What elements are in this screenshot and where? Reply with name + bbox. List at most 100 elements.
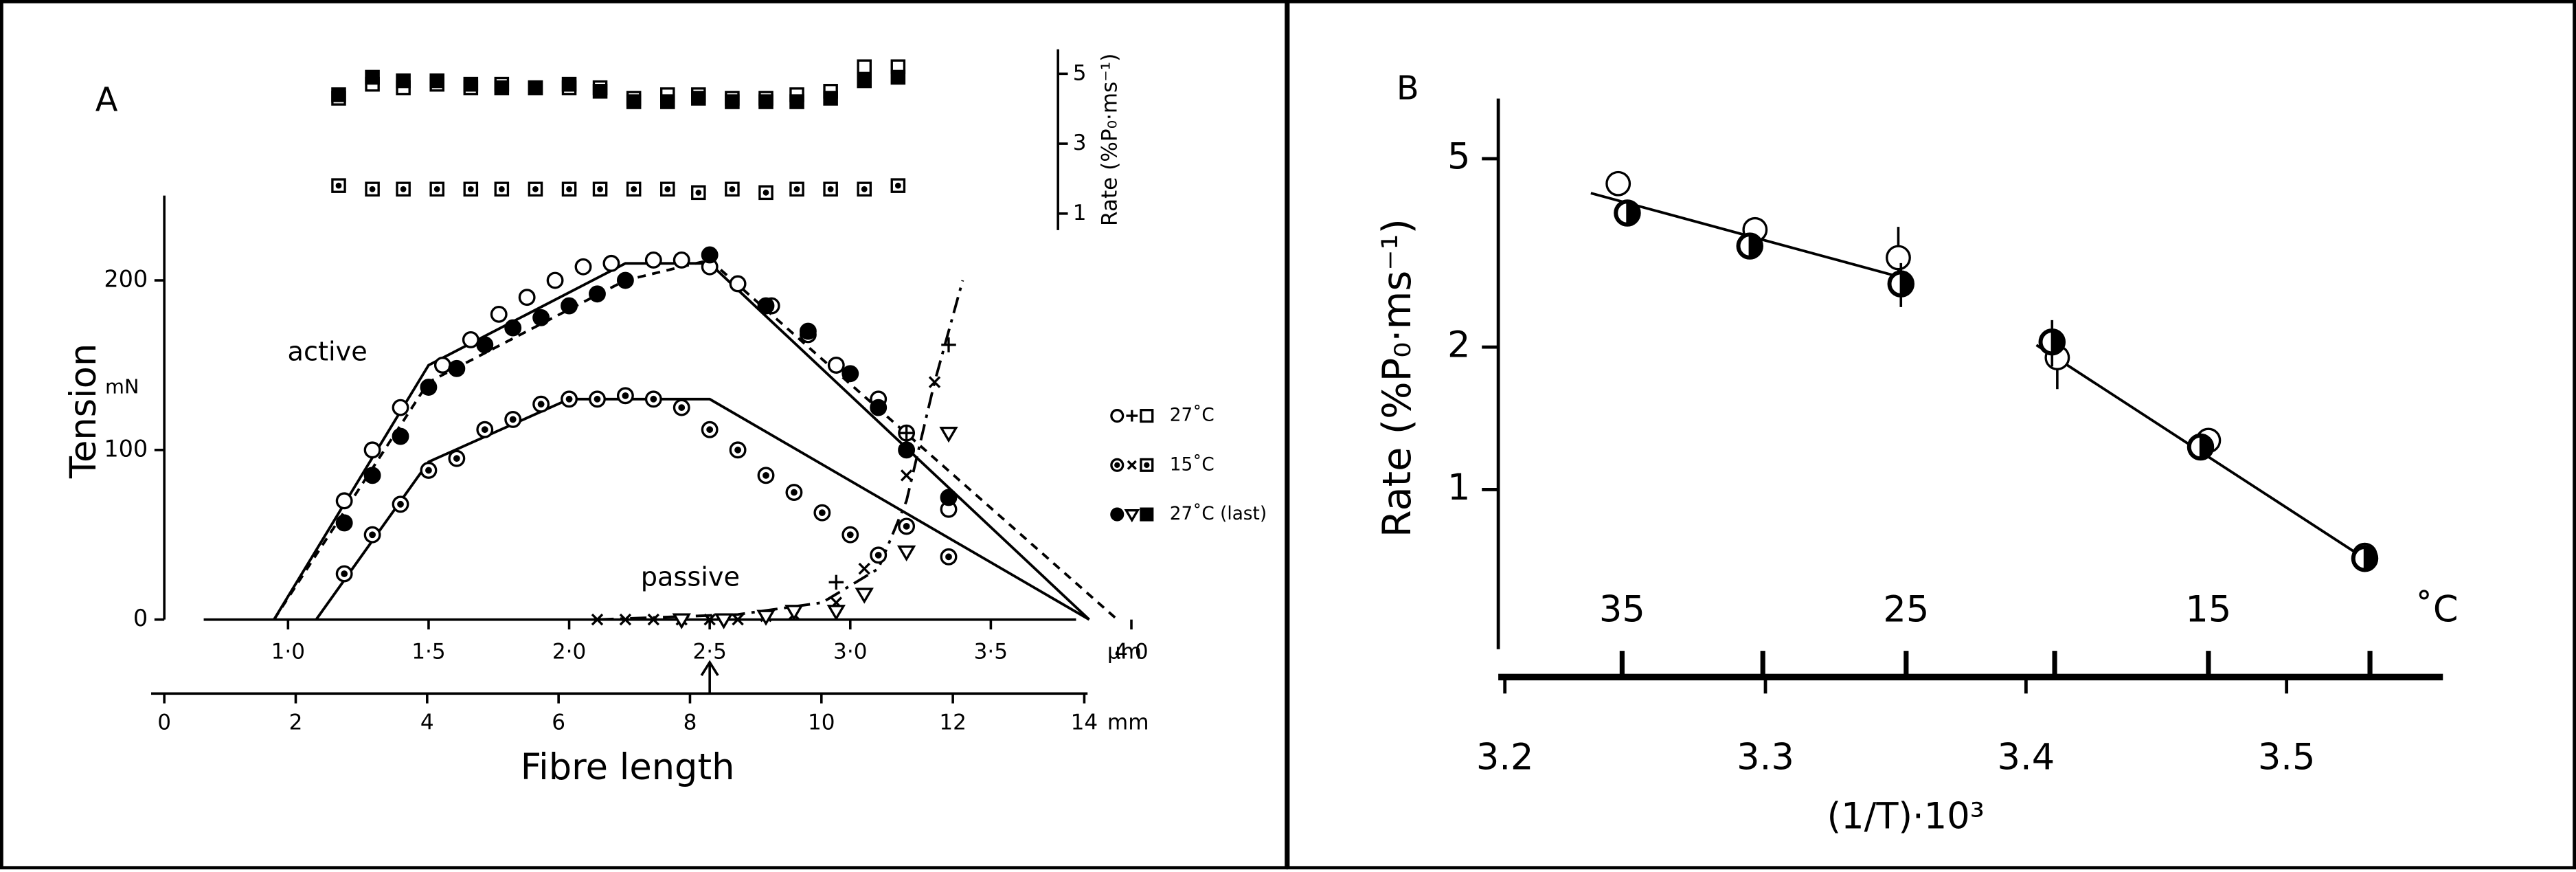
marker-part: [784, 605, 804, 621]
marker: [561, 76, 577, 92]
marker: [1887, 270, 1915, 298]
marker: [504, 410, 522, 428]
x2-tick-label: 15: [2185, 588, 2231, 630]
marker-part: [335, 492, 353, 510]
marker-part: [433, 186, 440, 192]
marker: [691, 91, 706, 106]
marker-part: [365, 69, 380, 85]
marker-part: [592, 84, 608, 99]
x-tick-label: 2·0: [552, 639, 586, 664]
marker-part: [481, 426, 488, 434]
marker-part: [791, 489, 798, 496]
marker: [729, 441, 747, 459]
y-tick-label: 1: [1073, 201, 1087, 225]
marker-part: [858, 562, 870, 575]
marker-part: [467, 186, 474, 192]
marker-part: [1126, 410, 1138, 422]
marker-part: [425, 467, 432, 474]
marker: [448, 359, 466, 377]
marker-part: [453, 455, 460, 462]
marker-part: [874, 551, 882, 559]
marker: [647, 613, 660, 626]
marker-part: [672, 613, 691, 629]
marker: [616, 271, 634, 289]
marker-part: [565, 395, 573, 403]
marker: [701, 421, 719, 438]
marker-part: [762, 189, 769, 196]
marker-part: [1127, 460, 1137, 470]
marker: [2038, 328, 2066, 356]
marker: [1605, 170, 1631, 197]
marker-part: [900, 469, 913, 482]
y-unit: mN: [105, 374, 139, 398]
marker: [725, 94, 740, 109]
fit-line: [597, 280, 964, 621]
marker-part: [1140, 409, 1154, 423]
y-tick-label: 200: [104, 266, 148, 293]
marker: [363, 526, 381, 544]
marker-part: [1110, 507, 1125, 522]
x-tick-label: 4·0: [1114, 639, 1148, 664]
marker-part: [799, 322, 817, 340]
marker-part: [898, 441, 916, 459]
marker-part: [894, 182, 901, 189]
marker: [827, 356, 845, 374]
marker: [335, 514, 353, 532]
marker-part: [660, 94, 675, 109]
x-tick-label: 3.3: [1737, 737, 1794, 779]
marker: [857, 73, 872, 89]
panel-label: B: [1397, 70, 1419, 108]
marker: [758, 94, 773, 109]
marker: [518, 289, 536, 306]
marker: [589, 390, 606, 408]
marker: [1140, 409, 1154, 423]
marker-part: [928, 376, 941, 388]
marker: [691, 185, 706, 201]
marker: [494, 80, 510, 96]
arrow: [700, 660, 719, 694]
marker-part: [762, 471, 769, 479]
marker: [799, 322, 817, 340]
x2-tick-label: 14: [1071, 710, 1098, 735]
marker: [1614, 199, 1641, 227]
marker: [703, 613, 716, 626]
marker: [823, 91, 838, 106]
marker: [758, 185, 773, 201]
marker: [626, 181, 642, 197]
marker-part: [945, 553, 952, 561]
marker: [396, 181, 411, 197]
marker: [365, 69, 380, 85]
x-tick-label: 2·5: [692, 639, 726, 664]
marker: [940, 548, 958, 566]
marker-part: [890, 69, 906, 85]
x2-unit: ˚C: [2415, 588, 2459, 630]
marker: [2187, 433, 2215, 461]
marker: [463, 181, 479, 197]
marker: [672, 613, 691, 629]
marker: [616, 387, 634, 405]
marker-part: [602, 254, 620, 272]
marker-part: [734, 446, 741, 454]
marker: [1127, 460, 1137, 470]
marker-part: [729, 186, 736, 192]
marker: [660, 181, 675, 197]
marker: [898, 517, 916, 535]
panel-b-frame: [1286, 0, 2576, 870]
marker-part: [597, 186, 603, 192]
marker-part: [1886, 245, 1911, 271]
marker: [532, 309, 550, 326]
marker-part: [532, 186, 539, 192]
marker-part: [616, 271, 634, 289]
marker: [602, 254, 620, 272]
marker: [1110, 507, 1125, 522]
x2-tick-label: 0: [157, 710, 171, 735]
marker: [673, 251, 690, 269]
marker: [429, 73, 444, 89]
marker: [363, 441, 381, 459]
marker: [1736, 232, 1763, 260]
marker: [789, 181, 804, 197]
x-tick-label: 3.2: [1476, 737, 1534, 779]
y-tick-label: 100: [104, 435, 148, 462]
marker: [619, 613, 632, 626]
marker-part: [899, 425, 914, 440]
